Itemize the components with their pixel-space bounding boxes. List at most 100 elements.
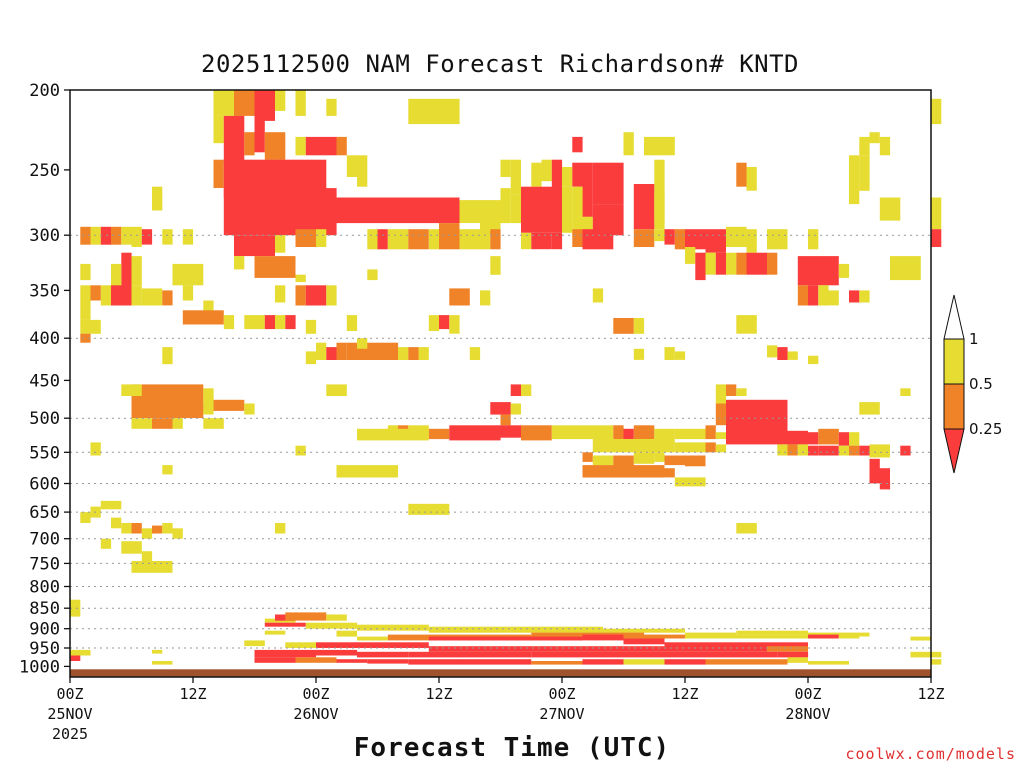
ri-cell (562, 167, 573, 187)
ri-cell (326, 285, 337, 306)
ri-cell (172, 528, 183, 539)
ri-cell (244, 315, 265, 330)
ri-cell (346, 155, 358, 177)
ri-cell (305, 351, 317, 365)
ri-cell (141, 288, 163, 306)
ri-cell (316, 649, 357, 656)
ri-cell (838, 445, 850, 456)
ri-cell (182, 285, 194, 301)
ri-cell (797, 444, 809, 456)
ri-cell (223, 188, 337, 236)
ri-cell (254, 90, 275, 121)
ri-cell (562, 186, 573, 233)
ri-cell (510, 626, 603, 633)
ri-cell (931, 659, 942, 665)
ri-cell (295, 90, 306, 116)
ri-cell (121, 252, 132, 291)
ri-cell (644, 634, 685, 639)
ri-cell (152, 186, 163, 211)
ri-cell (111, 226, 122, 245)
ri-cell (80, 285, 91, 320)
ri-cell (633, 229, 655, 247)
ri-cell (859, 402, 880, 415)
ri-cell (582, 465, 665, 478)
plot-frame (69, 89, 932, 678)
ri-cell (859, 155, 870, 191)
ri-cell (480, 229, 491, 250)
ri-cell (633, 348, 645, 360)
y-axis: 200 250 300 350 400 450 500 550 600 650 700 750 8008… (19, 81, 70, 677)
ri-cell (121, 226, 132, 245)
ri-cell (603, 651, 685, 658)
ri-cell (213, 399, 245, 411)
ri-cell (336, 659, 368, 663)
ri-cell (869, 458, 880, 472)
ri-cell (418, 347, 429, 360)
ri-cell (746, 229, 757, 253)
ri-cell (531, 232, 552, 250)
ri-cell (326, 384, 347, 396)
y-tick-label: 750 (29, 554, 60, 574)
ri-cell (141, 551, 153, 569)
ri-cell (131, 285, 142, 306)
y-tick-label: 500 (29, 409, 60, 429)
ri-cell (213, 159, 224, 188)
ri-cell (316, 642, 429, 648)
ri-cell (428, 428, 450, 440)
ri-cell (705, 252, 716, 275)
ri-cell (623, 428, 634, 441)
ri-cell (100, 500, 122, 510)
ri-cell (254, 657, 296, 663)
y-tick-label: 450 (29, 371, 60, 391)
ri-cell (408, 347, 419, 360)
ri-cell (715, 432, 727, 439)
ri-cell (459, 229, 480, 250)
y-tick-label: 800 (29, 578, 60, 598)
x-tick-label: 00Z (302, 685, 329, 703)
ri-cell (500, 414, 511, 426)
ri-cell (500, 188, 511, 224)
ri-cell (428, 636, 583, 641)
ri-cell (777, 444, 788, 456)
ri-cell (182, 229, 194, 245)
y-tick-label: 600 (29, 475, 60, 495)
ri-cell (582, 634, 624, 641)
ri-cell (490, 229, 501, 250)
ri-cell (223, 115, 245, 163)
ri-cell (254, 649, 316, 658)
ri-cell (141, 528, 153, 539)
x-tick-label: 00Z (794, 685, 821, 703)
ri-cell (295, 657, 337, 663)
ri-cell (531, 661, 583, 665)
y-tick-label: 850 (29, 599, 60, 619)
ri-cell (521, 425, 552, 441)
ri-cell (746, 167, 757, 191)
ri-cell (131, 403, 204, 419)
y-tick-label: 1000 (19, 657, 60, 677)
ri-cell (736, 523, 757, 534)
ri-cell (162, 290, 173, 306)
ri-cell (551, 425, 614, 440)
ri-cell (213, 90, 234, 116)
ri-cell (900, 445, 911, 456)
ri-cell (131, 523, 142, 534)
ri-cell (346, 315, 358, 331)
ri-cell (879, 197, 901, 221)
x-tick-label: 00Z (548, 685, 575, 703)
ri-cell (336, 342, 347, 360)
ri-cell (377, 229, 388, 250)
ri-cell (746, 252, 767, 275)
ri-cell (234, 256, 245, 270)
ri-cell (859, 136, 870, 156)
ri-cell (510, 194, 521, 224)
ri-cell (305, 622, 358, 629)
ri-cell (203, 403, 214, 415)
ri-cell (592, 439, 675, 453)
ri-cell (685, 247, 696, 264)
ri-cell (685, 632, 737, 637)
ri-cell (797, 256, 839, 286)
ri-cell (726, 384, 737, 396)
ri-cell (428, 626, 511, 633)
ri-cell (346, 342, 399, 360)
legend-level-label: 0.25 (969, 420, 1002, 438)
